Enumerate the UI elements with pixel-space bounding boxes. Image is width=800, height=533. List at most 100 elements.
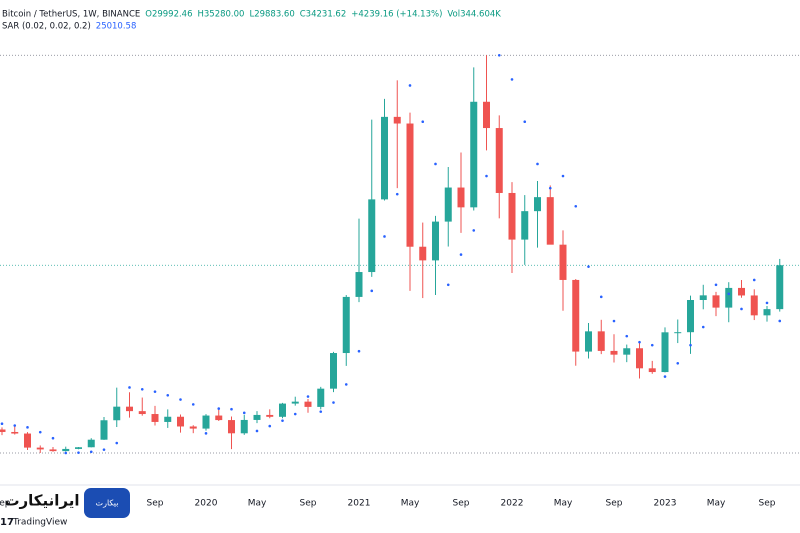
x-tick-label: Sep — [759, 499, 776, 509]
legend-low: L29883.60 — [249, 10, 294, 20]
sar-dot — [408, 84, 412, 87]
sar-dot — [153, 390, 157, 393]
sar-dot — [0, 422, 4, 425]
candle-body — [381, 116, 388, 200]
x-tick-label: May — [707, 499, 726, 509]
candle-body — [189, 426, 197, 429]
sar-dot — [663, 375, 667, 378]
candle-body — [521, 211, 529, 240]
legend-open: O29992.46 — [145, 10, 192, 20]
sar-dot — [599, 295, 603, 299]
candle-body — [687, 299, 694, 333]
candle-body — [393, 116, 401, 124]
x-tick-label: Sep — [300, 499, 317, 509]
sar-dot — [740, 307, 743, 311]
x-tick-label: Sep — [147, 499, 164, 509]
sar-dot — [26, 426, 29, 429]
candle-body — [240, 419, 248, 434]
candle-body — [113, 406, 121, 421]
sar-dot — [230, 407, 233, 411]
sar-dot — [38, 430, 42, 434]
sar-dot — [587, 265, 590, 268]
x-tick-label: Sep — [606, 499, 623, 509]
candle-body — [610, 350, 618, 355]
legend-high: H35280.00 — [198, 10, 245, 20]
sar-dot — [510, 78, 514, 81]
sar-dot — [395, 192, 399, 196]
logo-badge — [84, 488, 130, 518]
sar-dot — [421, 120, 425, 124]
candle-body — [470, 101, 478, 208]
candle-body — [636, 348, 643, 369]
sar-dot — [255, 429, 259, 433]
sar-dot — [179, 398, 182, 401]
candle-body — [546, 197, 554, 245]
sar-dot — [472, 229, 476, 232]
sar-dot — [217, 407, 221, 410]
sar-dot — [625, 334, 629, 338]
sar-dot — [752, 278, 756, 282]
candle-body — [126, 406, 133, 412]
sar-dot — [485, 174, 488, 178]
sar-dot — [497, 53, 501, 57]
candle-body — [266, 414, 274, 417]
sar-dot — [293, 412, 297, 416]
sar-dot — [383, 235, 386, 238]
candle-body — [661, 332, 669, 373]
sar-dot — [638, 340, 641, 344]
sar-dot — [13, 424, 17, 427]
legend-change: +4239.16 (+14.13%) — [351, 10, 442, 20]
sar-dot — [612, 319, 616, 323]
x-tick-label: 2020 — [195, 499, 218, 509]
candle-body — [138, 411, 146, 415]
candle-body — [699, 295, 707, 300]
candle-body — [164, 416, 172, 422]
tv-logo-text: TradingView — [12, 518, 67, 528]
sar-dot — [102, 448, 106, 451]
watermark: بیکارت ایرانیکارت 17 TradingView — [0, 488, 130, 528]
sar-dot — [242, 411, 246, 415]
candle-body — [559, 244, 567, 280]
sar-dot — [332, 401, 335, 404]
sar-dot — [64, 451, 68, 455]
candle-body — [776, 265, 784, 310]
sar-dot — [765, 301, 769, 305]
candle-body — [100, 420, 108, 440]
sar-dot — [701, 325, 705, 329]
candle-body — [202, 415, 210, 429]
sar-dot — [128, 386, 131, 389]
candle-body — [304, 401, 312, 407]
candle-body — [483, 101, 490, 129]
candle-body — [279, 403, 286, 417]
candle-body — [457, 187, 465, 208]
sar-dot — [166, 394, 170, 397]
candle-body — [623, 348, 631, 355]
candle-body — [317, 388, 325, 407]
logo-brand: ایرانیکارت — [4, 492, 79, 510]
x-tick-label: Sep — [453, 499, 470, 509]
candle-body — [330, 353, 337, 389]
sar-dot — [778, 319, 782, 323]
x-tick-label: Sep — [0, 499, 11, 509]
sar-dot — [727, 292, 731, 296]
sar-dot — [77, 451, 80, 454]
candle-body — [87, 439, 95, 448]
candle-body — [368, 199, 376, 273]
candle-body — [49, 449, 57, 452]
legend-volume: Vol344.604K — [447, 10, 501, 20]
x-tick-label: May — [554, 499, 573, 509]
sar-dot — [51, 436, 55, 440]
candle-body — [62, 448, 70, 452]
candle-body — [648, 368, 656, 373]
candle-body — [291, 401, 299, 404]
legend-close: C34231.62 — [300, 10, 347, 20]
candle-body — [419, 246, 427, 261]
sar-dot — [319, 410, 323, 413]
candle-body — [11, 431, 19, 434]
sar-dot — [574, 204, 578, 208]
sar-label: SAR (0.02, 0.02, 0.2) — [2, 22, 91, 32]
candle-body — [750, 295, 758, 316]
candle-body — [253, 414, 261, 420]
